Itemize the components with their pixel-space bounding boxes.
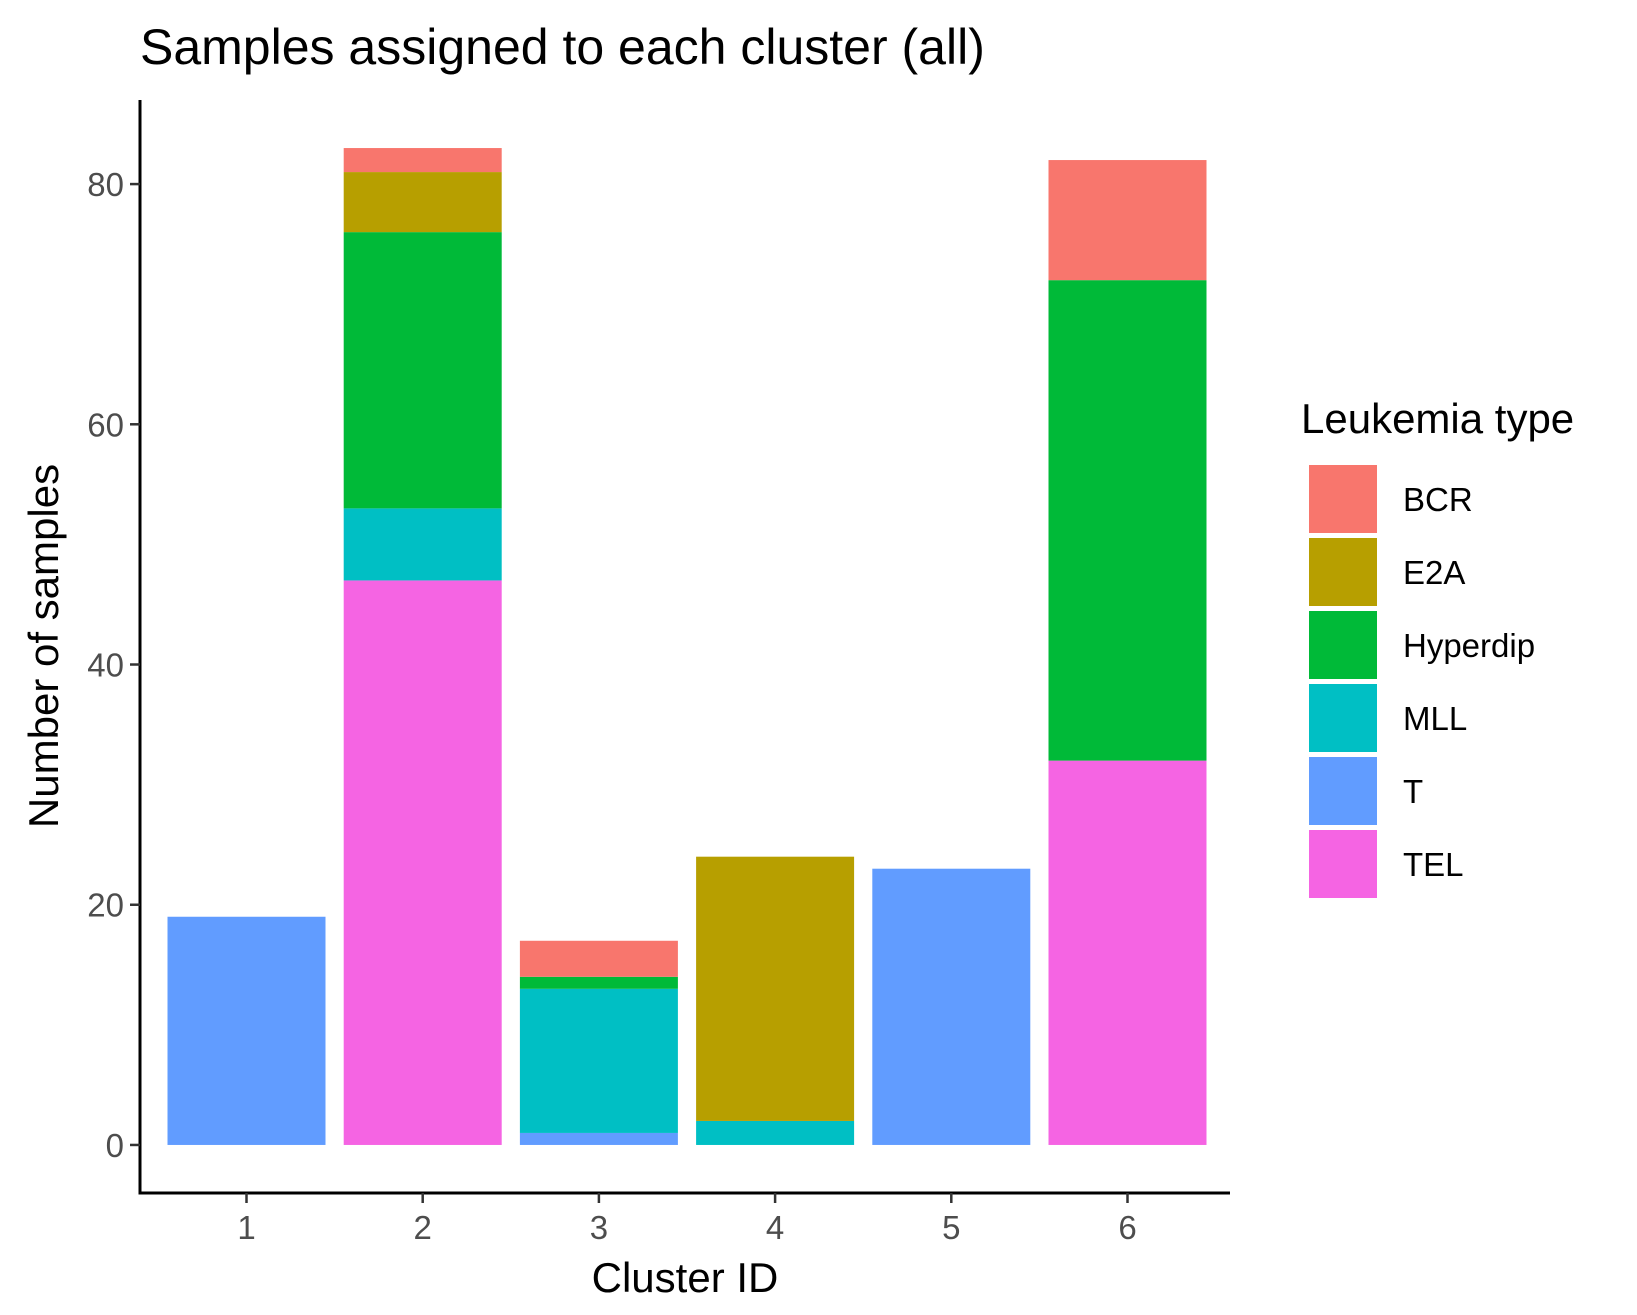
bar-segment-5-t	[872, 868, 1031, 1145]
legend-title: Leukemia type	[1301, 395, 1574, 442]
bar-segment-3-t	[519, 1132, 678, 1145]
bar-segment-2-hyperdip	[343, 232, 502, 509]
y-axis-title: Number of samples	[20, 464, 67, 828]
y-tick-label: 80	[87, 166, 124, 203]
legend: BCR E2A Hyperdip MLL T TEL	[1309, 465, 1535, 898]
legend-label-mll: MLL	[1403, 700, 1467, 737]
legend-label-e2a: E2A	[1403, 554, 1465, 591]
bar-segment-3-hyperdip	[519, 976, 678, 989]
legend-key-bcr	[1309, 465, 1377, 533]
x-tick-label: 5	[942, 1209, 960, 1246]
y-tick-label: 20	[87, 887, 124, 924]
x-tick-label: 3	[590, 1209, 608, 1246]
legend-key-mll	[1309, 684, 1377, 752]
bar-segment-2-bcr	[343, 148, 502, 173]
x-tick-label: 1	[237, 1209, 255, 1246]
legend-key-tel	[1309, 830, 1377, 898]
bar-segment-2-tel	[343, 580, 502, 1145]
x-tick-label: 6	[1118, 1209, 1136, 1246]
legend-label-t: T	[1403, 773, 1423, 810]
bars-layer	[167, 148, 1207, 1145]
y-ticks-layer: 0 20 40 60 80	[87, 166, 140, 1164]
x-tick-label: 2	[414, 1209, 432, 1246]
y-tick-label: 40	[87, 647, 124, 684]
x-ticks-layer: 1 2 3 4 5 6	[237, 1193, 1137, 1246]
bar-segment-2-e2a	[343, 172, 502, 233]
bar-segment-6-bcr	[1048, 160, 1207, 281]
x-tick-label: 4	[766, 1209, 784, 1246]
bar-segment-3-mll	[519, 988, 678, 1133]
bar-segment-1-t	[167, 916, 326, 1145]
bar-segment-2-mll	[343, 508, 502, 581]
bar-segment-3-bcr	[519, 940, 678, 977]
legend-key-hyperdip	[1309, 611, 1377, 679]
legend-key-t	[1309, 757, 1377, 825]
legend-label-hyperdip: Hyperdip	[1403, 627, 1535, 664]
bar-segment-6-tel	[1048, 760, 1207, 1145]
legend-label-tel: TEL	[1403, 846, 1464, 883]
bar-segment-4-e2a	[696, 856, 855, 1121]
legend-key-e2a	[1309, 538, 1377, 606]
y-tick-label: 60	[87, 406, 124, 443]
chart-title: Samples assigned to each cluster (all)	[140, 19, 985, 75]
bar-segment-6-hyperdip	[1048, 280, 1207, 761]
bar-segment-4-mll	[696, 1120, 855, 1145]
x-axis-title: Cluster ID	[592, 1254, 779, 1301]
legend-label-bcr: BCR	[1403, 481, 1473, 518]
y-tick-label: 0	[106, 1127, 124, 1164]
